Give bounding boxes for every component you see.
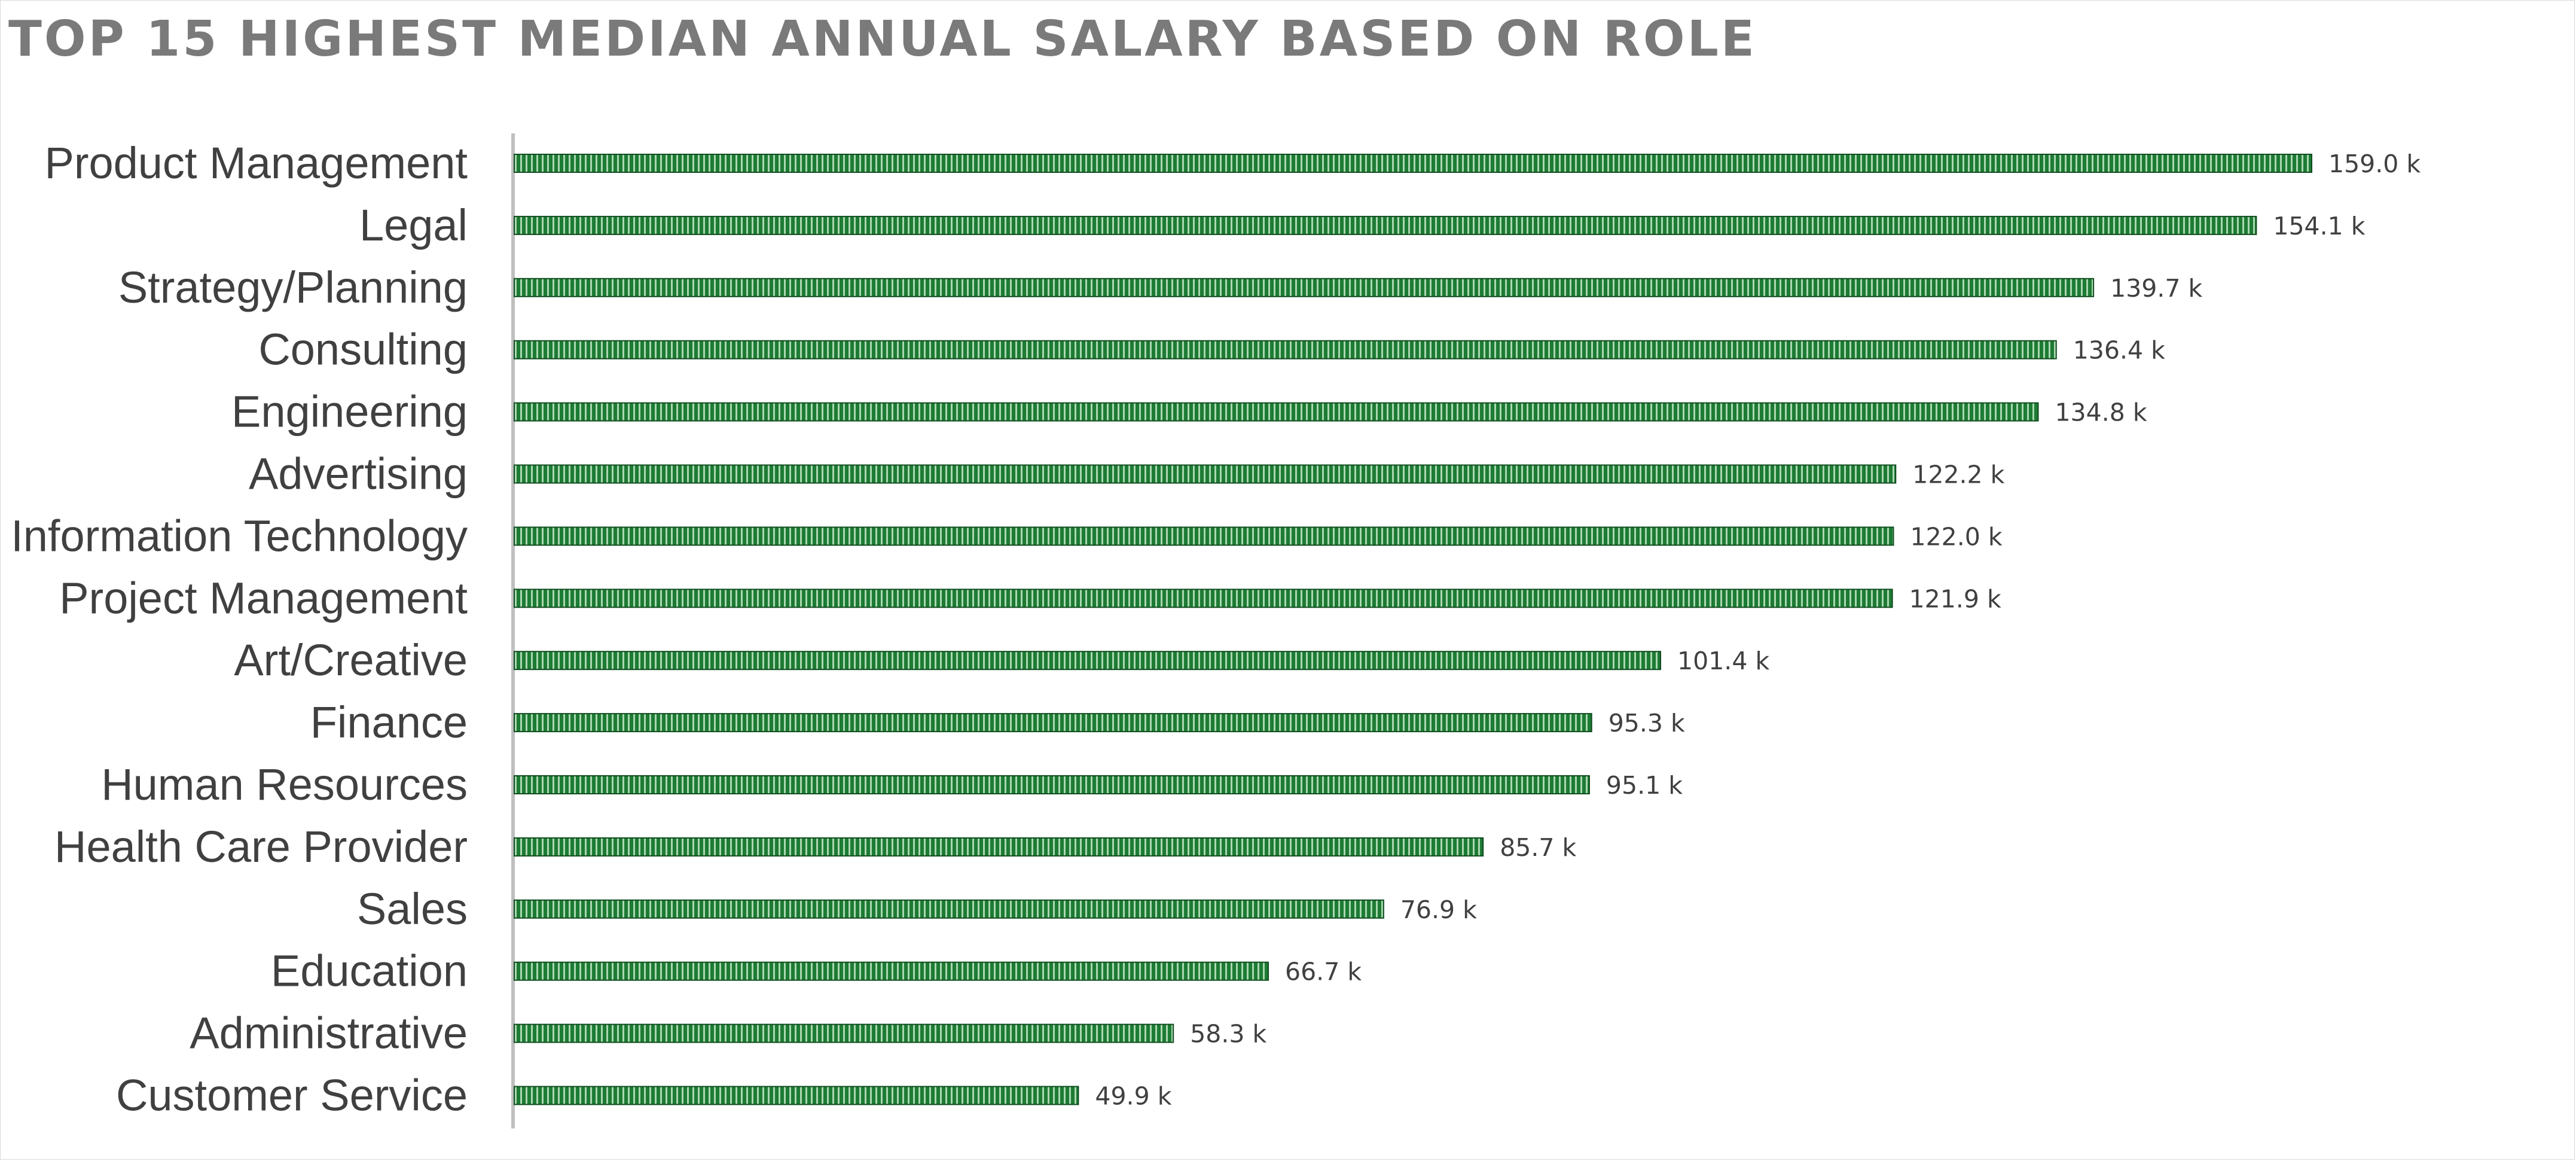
data-label: 121.9 k xyxy=(1909,584,2001,613)
data-label: 101.4 k xyxy=(1677,647,1769,675)
data-label: 95.1 k xyxy=(1606,771,1683,800)
data-label: 122.0 k xyxy=(1910,522,2002,551)
category-label: Information Technology xyxy=(11,511,468,560)
category-label: Administrative xyxy=(190,1008,468,1058)
data-label: 139.7 k xyxy=(2110,274,2202,303)
bar-14 xyxy=(514,1023,1174,1043)
bar-3 xyxy=(514,340,2057,359)
category-label: Legal xyxy=(359,200,468,250)
data-label: 122.2 k xyxy=(1912,461,2004,489)
data-label: 66.7 k xyxy=(1285,958,1362,986)
data-label: 58.3 k xyxy=(1190,1020,1266,1049)
category-label: Consulting xyxy=(258,325,468,374)
data-label: 85.7 k xyxy=(1500,833,1576,862)
bar-13 xyxy=(514,961,1269,981)
data-label: 76.9 k xyxy=(1400,895,1477,924)
bar-2 xyxy=(514,278,2095,297)
data-label: 159.0 k xyxy=(2328,150,2421,178)
bar-8 xyxy=(514,651,1662,671)
category-label: Health Care Provider xyxy=(54,822,468,871)
data-label: 154.1 k xyxy=(2273,212,2365,240)
category-label: Product Management xyxy=(44,138,468,188)
category-labels: Product Management Legal Strategy/Planning… xyxy=(11,138,468,1120)
bar-1 xyxy=(514,215,2257,235)
category-label: Customer Service xyxy=(116,1071,468,1120)
bar-7 xyxy=(514,589,1893,608)
category-label: Art/Creative xyxy=(234,635,468,685)
category-label: Sales xyxy=(357,884,468,934)
category-label: Project Management xyxy=(59,573,468,623)
data-labels: 159.0 k 154.1 k 139.7 k 136.4 k 134.8 k 122.2… xyxy=(1095,150,2421,1111)
bar-15 xyxy=(514,1086,1079,1105)
category-label: Strategy/Planning xyxy=(118,263,468,312)
category-label: Engineering xyxy=(231,387,468,437)
chart-title: TOP 15 HIGHEST MEDIAN ANNUAL SALARY BASE… xyxy=(8,11,1757,68)
bar-6 xyxy=(514,526,1894,546)
bar-4 xyxy=(514,402,2039,422)
data-label: 95.3 k xyxy=(1609,709,1685,738)
category-label: Advertising xyxy=(249,449,468,499)
category-label: Education xyxy=(271,946,468,996)
bars-layer xyxy=(514,154,2312,1105)
bar-0 xyxy=(514,154,2312,173)
data-label: 49.9 k xyxy=(1095,1082,1171,1111)
bar-10 xyxy=(514,775,1590,794)
bar-12 xyxy=(514,899,1384,919)
bar-9 xyxy=(514,713,1592,733)
data-label: 136.4 k xyxy=(2073,336,2165,365)
bar-11 xyxy=(514,837,1484,857)
bar-5 xyxy=(514,464,1897,484)
data-label: 134.8 k xyxy=(2055,398,2147,427)
category-label: Human Resources xyxy=(101,760,468,809)
category-label: Finance xyxy=(310,697,468,747)
